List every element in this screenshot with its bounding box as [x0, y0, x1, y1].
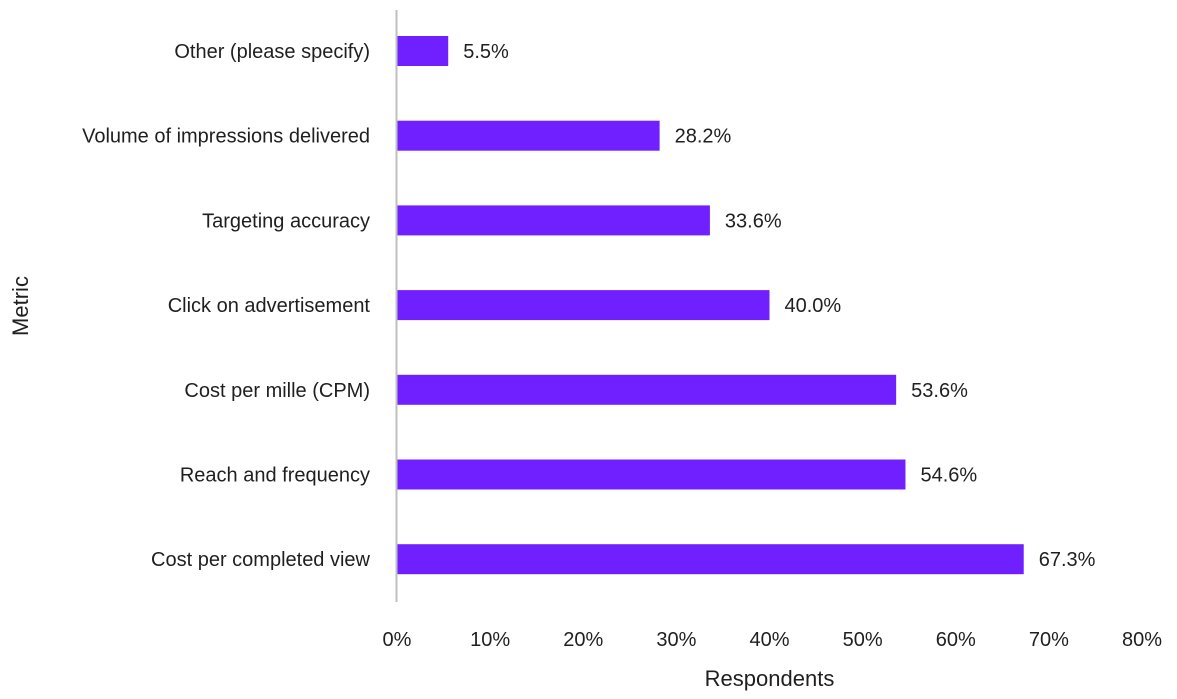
bar [397, 290, 770, 321]
x-tick-label: 0% [383, 629, 412, 651]
category-labels-group: Other (please specify) Volume of impressi… [82, 41, 370, 571]
data-label: 54.6% [920, 465, 977, 487]
x-tick-label: 70% [1029, 629, 1069, 651]
data-label: 33.6% [725, 210, 782, 232]
x-tick-label: 20% [563, 629, 603, 651]
x-tick-label: 60% [936, 629, 976, 651]
data-label: 53.6% [911, 380, 968, 402]
category-label: Cost per completed view [151, 549, 371, 571]
category-label: Volume of impressions delivered [82, 126, 370, 148]
x-tick-label: 40% [749, 629, 789, 651]
x-axis-title: Respondents [705, 666, 835, 691]
x-tick-label: 30% [656, 629, 696, 651]
bars-group [397, 36, 1024, 575]
x-tick-label: 50% [843, 629, 883, 651]
bar [397, 205, 710, 236]
bar [397, 36, 449, 66]
bar [397, 459, 906, 490]
category-label: Click on advertisement [168, 295, 371, 317]
category-label: Targeting accuracy [202, 210, 370, 232]
bar [397, 120, 660, 151]
x-tick-label: 10% [470, 629, 510, 651]
category-label: Cost per mille (CPM) [184, 380, 370, 402]
y-axis-title: Metric [8, 276, 33, 336]
x-tick-label: 80% [1122, 629, 1162, 651]
x-tick-labels-group: 0% 10% 20% 30% 40% 50% 60% 70% 80% [383, 629, 1163, 651]
data-label: 40.0% [785, 295, 842, 317]
bar [397, 544, 1024, 575]
data-label: 28.2% [675, 126, 732, 148]
data-labels-group: 5.5% 28.2% 33.6% 40.0% 53.6% 54.6% 67.3% [463, 41, 1095, 571]
category-label: Other (please specify) [174, 41, 370, 63]
data-label: 67.3% [1039, 549, 1096, 571]
bar [397, 374, 897, 405]
data-label: 5.5% [463, 41, 509, 63]
category-label: Reach and frequency [180, 465, 370, 487]
